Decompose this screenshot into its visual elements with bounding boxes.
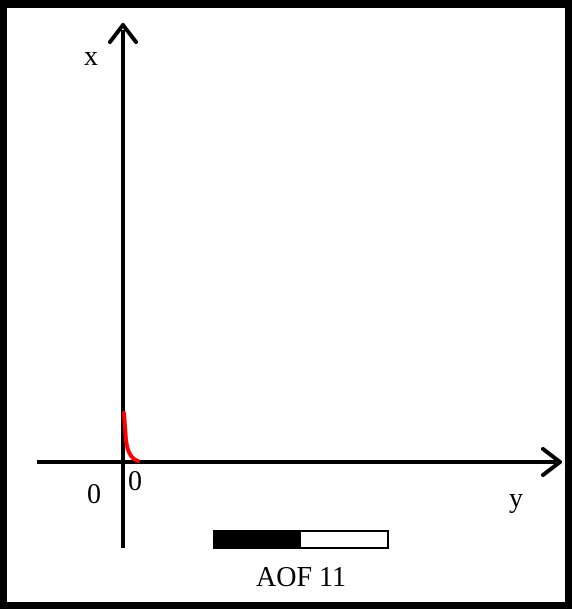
progress-caption: AOF 11 (256, 562, 346, 593)
progress-bar-fill (214, 531, 301, 548)
vertical-axis-arrowhead (108, 23, 138, 44)
horizontal-axis-arrowhead (541, 447, 562, 477)
diagram-frame (7, 8, 565, 602)
vertical-axis-label: x (84, 41, 98, 72)
origin-label-right: 0 (128, 466, 142, 497)
horizontal-axis-label: y (509, 483, 523, 514)
curve (122, 411, 140, 463)
origin-label-left: 0 (87, 479, 101, 510)
